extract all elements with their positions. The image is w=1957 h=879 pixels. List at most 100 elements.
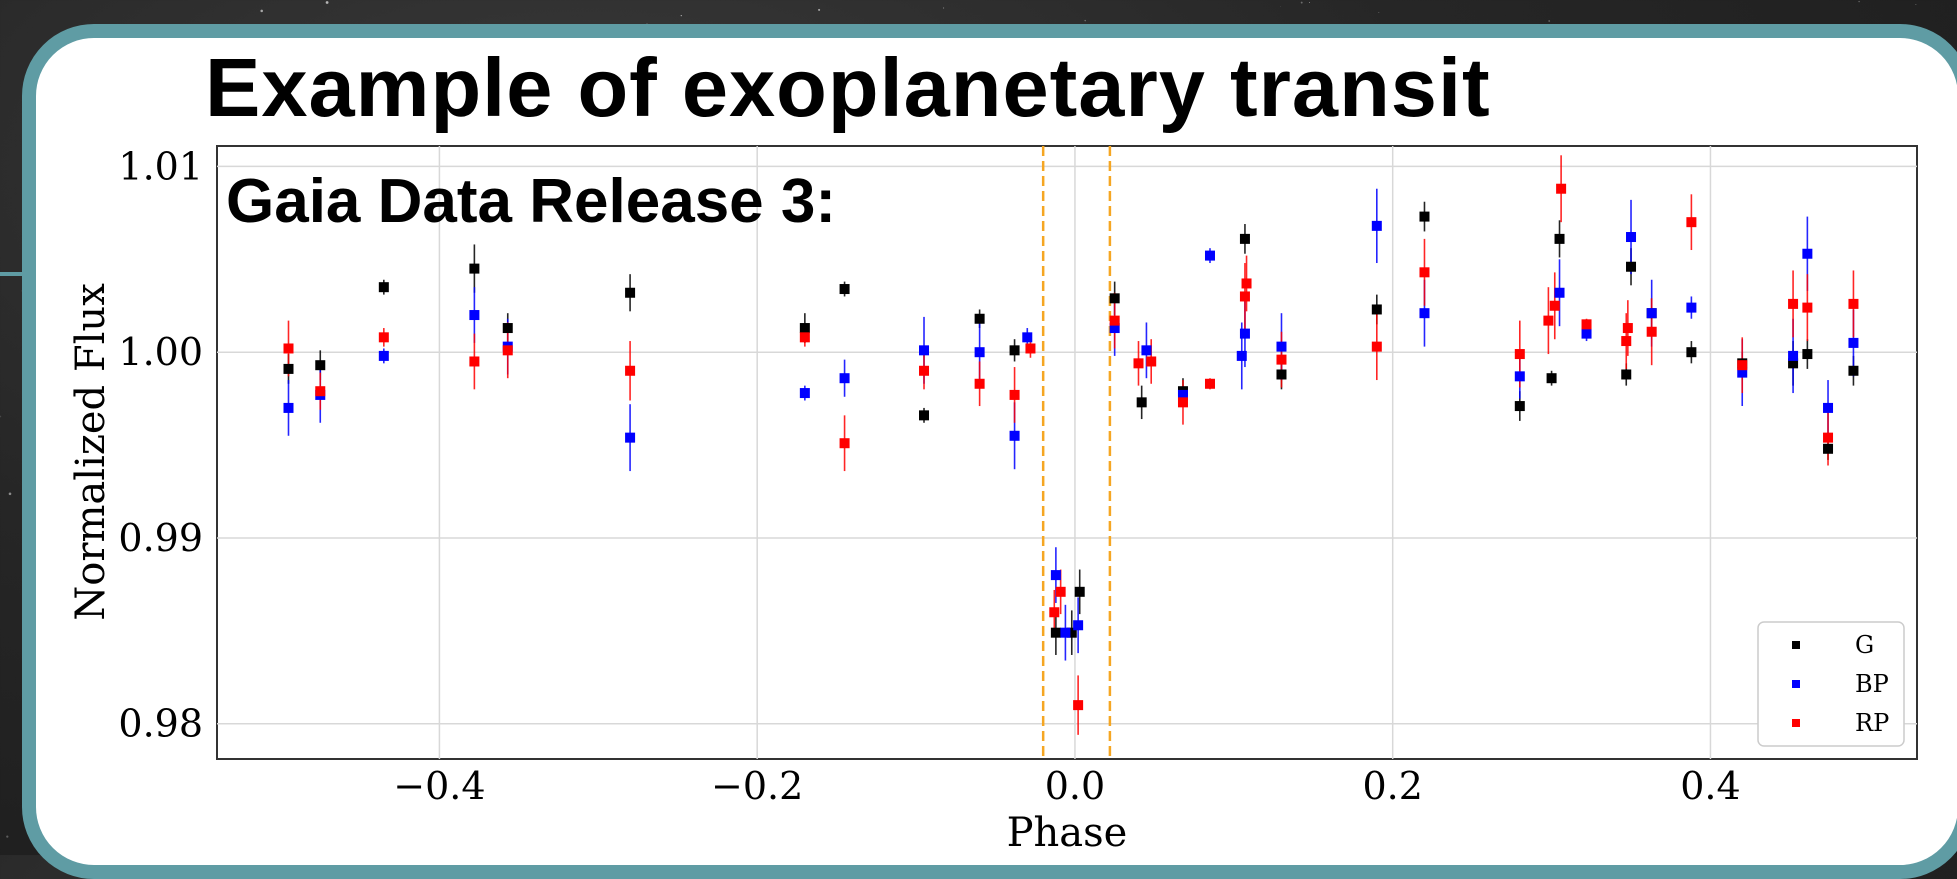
star [646, 23, 648, 24]
legend: G BP RP [1757, 621, 1905, 747]
data-point-g [469, 263, 480, 274]
star [1548, 20, 1551, 22]
x-tick-label: 0.2 [1362, 764, 1422, 808]
data-point-rp [1109, 315, 1120, 326]
legend-marker-bp [1792, 680, 1800, 688]
star [1280, 6, 1282, 7]
data-point-g [1050, 627, 1061, 638]
data-point-rp [283, 343, 294, 354]
legend-marker-g [1792, 641, 1800, 649]
star [1915, 3, 1917, 5]
data-point-rp [1073, 700, 1084, 711]
y-tick-label: 0.99 [118, 516, 203, 560]
star [0, 415, 2, 418]
legend-marker-rp [1792, 719, 1800, 727]
star [1300, 1, 1303, 4]
data-point-rp [1549, 300, 1560, 311]
data-point-bp [1626, 232, 1637, 243]
data-point-g [1074, 586, 1085, 597]
data-point-rp [1686, 217, 1697, 228]
data-point-bp [799, 388, 810, 399]
data-point-rp [919, 365, 930, 376]
data-point-bp [1073, 620, 1084, 631]
data-point-g [919, 410, 930, 421]
y-axis-label: Normalized Flux [68, 283, 114, 621]
y-tick-label: 1.01 [118, 144, 203, 188]
data-point-bp [1239, 328, 1250, 339]
data-point-rp [625, 365, 636, 376]
data-point-bp [1514, 371, 1525, 382]
data-point-g [1371, 304, 1382, 315]
data-point-bp [1236, 350, 1247, 361]
data-point-bp [378, 350, 389, 361]
data-point-bp [1204, 250, 1215, 261]
transit-window-lines [1041, 146, 1112, 759]
data-point-g [1546, 373, 1557, 384]
data-point-bp [1802, 248, 1813, 259]
data-point-g [1788, 358, 1799, 369]
data-point-rp [315, 386, 326, 397]
data-point-bp [283, 402, 294, 413]
data-point-rp [1802, 302, 1813, 313]
y-tick-label: 1.00 [118, 330, 203, 374]
data-point-bp [1788, 350, 1799, 361]
star [8, 492, 12, 496]
data-point-g [1554, 233, 1565, 244]
transit-chart: 0.98 0.99 1.00 1.01 −0.4 −0.2 0.0 0.2 0.4 Phase… [68, 144, 1918, 855]
data-point-rp [378, 332, 389, 343]
star [680, 14, 682, 17]
data-point-rp [1025, 343, 1036, 354]
data-point-g [378, 282, 389, 293]
data-point-g [315, 360, 326, 371]
star [1858, 0, 1860, 3]
star [325, 1, 329, 4]
data-point-bp [974, 347, 985, 358]
data-point-g [799, 323, 810, 334]
x-axis-ticks: −0.4 −0.2 0.0 0.2 0.4 [393, 764, 1740, 808]
x-tick-label: 0.4 [1680, 764, 1740, 808]
data-point-rp [1146, 356, 1157, 367]
data-point-bp [1050, 570, 1061, 581]
chart-subtitle: Gaia Data Release 3: [226, 167, 837, 236]
data-point-rp [1371, 341, 1382, 352]
data-point-bp [1022, 332, 1033, 343]
data-point-rp [1581, 319, 1592, 330]
plot-area [216, 145, 1918, 760]
data-point-bp [1646, 308, 1657, 319]
data-point-g [1848, 365, 1859, 376]
frame-edge-marker [0, 272, 22, 276]
x-tick-label: 0.0 [1045, 764, 1105, 808]
data-point-bp [1141, 345, 1152, 356]
data-point-g [625, 287, 636, 298]
star [1084, 19, 1086, 22]
data-point-bp [1276, 341, 1287, 352]
legend-label-bp: BP [1855, 670, 1889, 698]
data-point-bp [839, 373, 850, 384]
star [260, 9, 263, 13]
star [6, 835, 9, 838]
x-axis-label: Phase [1007, 810, 1128, 855]
data-point-g [1109, 293, 1120, 304]
data-point-rp [1239, 291, 1250, 302]
data-point-g [839, 284, 850, 295]
legend-box [1757, 621, 1905, 747]
data-point-g [502, 323, 513, 334]
data-point-rp [1009, 389, 1020, 400]
data-point-bp [1823, 402, 1834, 413]
x-tick-label: −0.4 [393, 764, 485, 808]
star [943, 7, 945, 9]
data-point-rp [1055, 586, 1066, 597]
data-point-rp [1276, 354, 1287, 365]
data-point-bp [1371, 220, 1382, 231]
data-point-rp [1514, 349, 1525, 360]
data-point-g [1626, 261, 1637, 272]
data-point-bp [919, 345, 930, 356]
data-point-bp [469, 310, 480, 321]
data-point-bp [1177, 389, 1188, 400]
star [1308, 1, 1311, 4]
data-point-rp [1646, 326, 1657, 337]
data-point-rp [1622, 323, 1633, 334]
data-point-bp [1686, 302, 1697, 313]
grid-lines [217, 146, 1917, 759]
data-point-rp [1177, 397, 1188, 408]
